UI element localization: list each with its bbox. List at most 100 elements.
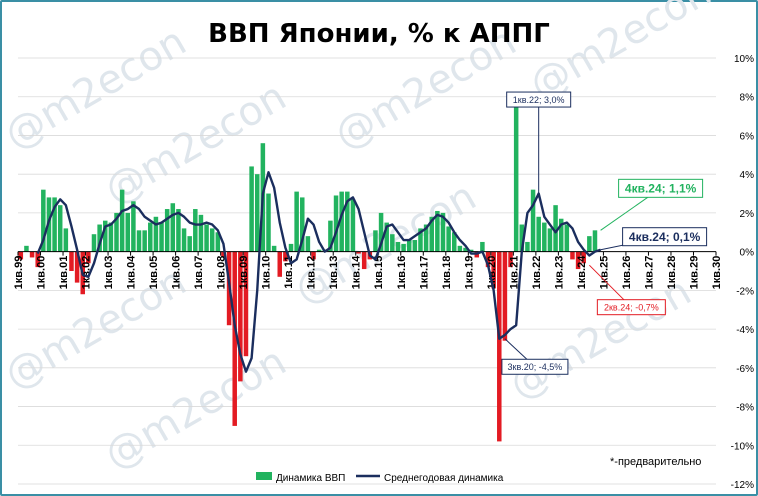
x-tick-label: 1кв.29 <box>688 256 700 290</box>
bar <box>243 251 249 357</box>
x-tick-label: 1кв.11 <box>283 256 295 289</box>
y-tick-label: -4% <box>736 325 754 336</box>
bar <box>356 251 361 254</box>
bar <box>97 224 102 252</box>
bar <box>553 205 558 252</box>
bar <box>300 197 305 252</box>
bar <box>463 247 468 252</box>
x-tick-label: 1кв.15 <box>373 256 385 290</box>
bar <box>283 251 288 262</box>
bar <box>575 251 581 270</box>
x-tick-label: 1кв.20 <box>486 256 498 290</box>
bar <box>232 251 237 426</box>
bar <box>204 224 209 252</box>
bar <box>91 234 97 252</box>
bar <box>131 201 136 252</box>
bar <box>564 224 570 252</box>
bar <box>311 251 316 260</box>
bar <box>570 251 575 260</box>
bar <box>198 214 204 252</box>
bar <box>418 228 423 252</box>
callout-box <box>506 91 572 108</box>
y-tick-label: 4% <box>740 170 755 181</box>
legend-label-line: Среднегодовая динамика <box>384 473 504 484</box>
bar <box>429 216 434 252</box>
x-tick-label: 1кв.01 <box>58 256 70 290</box>
bar <box>401 243 406 252</box>
bar <box>170 203 176 252</box>
bar <box>102 220 108 252</box>
callout-box <box>501 358 569 375</box>
bar <box>153 216 159 252</box>
y-tick-label: -12% <box>731 480 754 491</box>
chart-title: ВВП Японии, % к АППГ <box>208 19 550 49</box>
bar <box>525 241 530 252</box>
y-tick-label: 2% <box>740 209 755 220</box>
bar <box>339 191 344 252</box>
callout-box <box>596 299 666 316</box>
x-tick-label: 1кв.24 <box>576 255 588 290</box>
bar <box>513 96 519 252</box>
x-tick-label: 1кв.09 <box>238 256 250 290</box>
x-tick-label: 1кв.17 <box>418 256 430 290</box>
bar <box>468 249 474 252</box>
grid <box>18 57 716 485</box>
x-tick-label: 1кв.13 <box>328 256 340 290</box>
bar <box>457 245 463 252</box>
bar <box>294 191 299 252</box>
x-tick-label: 1кв.03 <box>103 256 115 290</box>
bar <box>333 195 339 252</box>
bar <box>63 228 69 252</box>
x-tick-label: 1кв.22 <box>531 256 543 290</box>
bar <box>159 222 164 252</box>
watermark: @m2econ <box>97 338 294 478</box>
bar <box>271 245 277 252</box>
bar <box>266 193 271 252</box>
bar <box>406 240 412 252</box>
bar <box>581 251 586 264</box>
bar <box>446 226 451 252</box>
x-tick-label: 1кв.00 <box>36 256 48 290</box>
legend-label-bars: Динамика ВВП <box>276 473 345 484</box>
line-path <box>36 171 601 373</box>
bar <box>440 212 446 252</box>
x-axis: 1кв.99 1кв.00 1кв.01 1кв.02 1кв.03 1кв.04 1кв.… <box>13 251 723 290</box>
x-tick-label: 1кв.16 <box>396 256 408 290</box>
x-tick-label: 1кв.26 <box>621 256 633 290</box>
bar <box>136 230 142 252</box>
bar <box>491 251 496 289</box>
bar <box>305 236 311 252</box>
bar <box>125 212 131 252</box>
bar <box>57 205 63 252</box>
callout-label: 4кв.24; 0,1% <box>629 230 701 244</box>
watermark: @m2econ <box>0 258 194 398</box>
legend: Динамика ВВП Среднегодовая динамика <box>256 472 504 484</box>
bar <box>350 199 356 252</box>
bar <box>558 218 564 252</box>
line-series <box>36 171 601 373</box>
bar <box>395 241 401 252</box>
y-tick-label: -10% <box>731 441 754 452</box>
bar <box>536 216 541 252</box>
bar <box>254 174 260 252</box>
bar <box>497 251 502 442</box>
bar <box>108 222 114 252</box>
bar <box>277 251 283 277</box>
bar <box>35 251 40 268</box>
bar <box>181 228 187 252</box>
y-tick-label: -8% <box>736 403 754 414</box>
y-axis: -12% -10% -8% -6% -4% -2% 0% 2% 4% 6% 8% 10% <box>731 54 754 491</box>
x-tick-label: 1кв.21 <box>508 256 520 290</box>
bar <box>176 209 181 252</box>
bar <box>480 241 485 252</box>
bar <box>361 251 367 270</box>
x-tick-label: 1кв.30 <box>711 256 723 290</box>
y-tick-label: -6% <box>736 364 754 375</box>
x-tick-label: 1кв.12 <box>306 256 318 290</box>
bar <box>423 224 429 252</box>
bar <box>412 240 418 252</box>
bar <box>193 209 198 252</box>
bar <box>485 251 491 268</box>
bar <box>345 191 350 252</box>
